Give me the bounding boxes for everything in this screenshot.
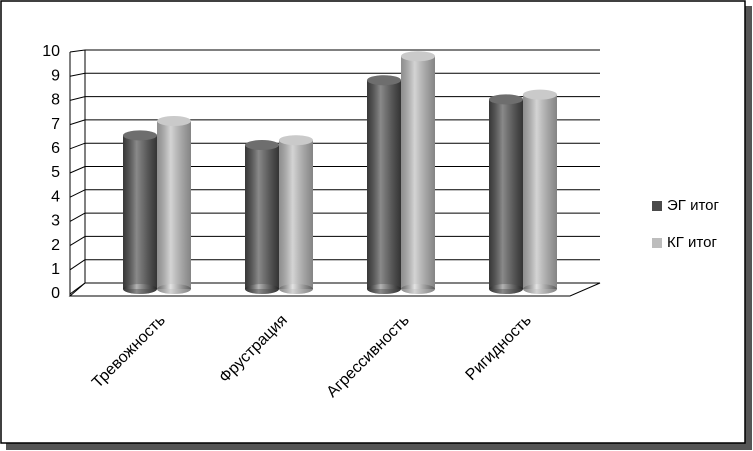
bar-top-shade <box>279 135 313 146</box>
y-tick-label: 10 <box>42 43 60 60</box>
bar-top-shade <box>245 140 279 150</box>
y-tick-label: 6 <box>51 140 60 157</box>
bar-shade <box>123 135 157 289</box>
grid-line-side <box>69 119 86 126</box>
bar-shade <box>489 99 523 290</box>
bar-top-shade <box>401 51 435 62</box>
grid-line-side <box>69 96 86 101</box>
bar-top <box>523 89 557 100</box>
bar-top-shade <box>523 89 557 100</box>
legend-label: ЭГ итог <box>667 197 719 214</box>
bar-top <box>123 130 157 141</box>
bar-top <box>157 116 191 126</box>
grid-line-side <box>69 282 86 295</box>
legend-swatch <box>652 201 662 211</box>
bar-top <box>279 135 313 146</box>
grid-line-side <box>69 212 86 222</box>
grid-line-side <box>69 142 86 150</box>
y-tick-label: 8 <box>51 92 60 109</box>
grid-line-side <box>69 72 86 77</box>
grid-line-side <box>69 235 86 247</box>
bar-shade <box>245 145 279 289</box>
y-tick-label: 7 <box>51 116 60 133</box>
grid-line-side <box>69 49 86 53</box>
bar-top <box>489 94 523 105</box>
bar-top-shade <box>123 130 157 141</box>
bar-shade <box>367 80 401 289</box>
grid-line-side <box>69 189 86 198</box>
grid-line-side <box>69 259 86 271</box>
legend-label: КГ итог <box>667 234 717 251</box>
bar-shade <box>401 56 435 290</box>
bar-top-shade <box>489 94 523 105</box>
bar-top <box>401 51 435 62</box>
legend-swatch <box>652 238 662 248</box>
bar-shade <box>279 140 313 289</box>
bar-shade <box>157 121 191 289</box>
bar-top <box>367 75 401 86</box>
bar-top-shade <box>367 75 401 86</box>
y-tick-label: 0 <box>51 285 60 302</box>
y-tick-label: 2 <box>51 237 60 254</box>
bar-top <box>245 140 279 150</box>
grid-line-side <box>69 166 86 174</box>
y-tick-label: 4 <box>51 188 60 205</box>
y-tick-label: 3 <box>51 213 60 230</box>
y-tick-label: 1 <box>51 261 60 278</box>
bar-top-shade <box>157 116 191 126</box>
bar-shade <box>523 94 557 289</box>
y-tick-label: 5 <box>51 164 60 181</box>
y-tick-label: 9 <box>51 67 60 84</box>
